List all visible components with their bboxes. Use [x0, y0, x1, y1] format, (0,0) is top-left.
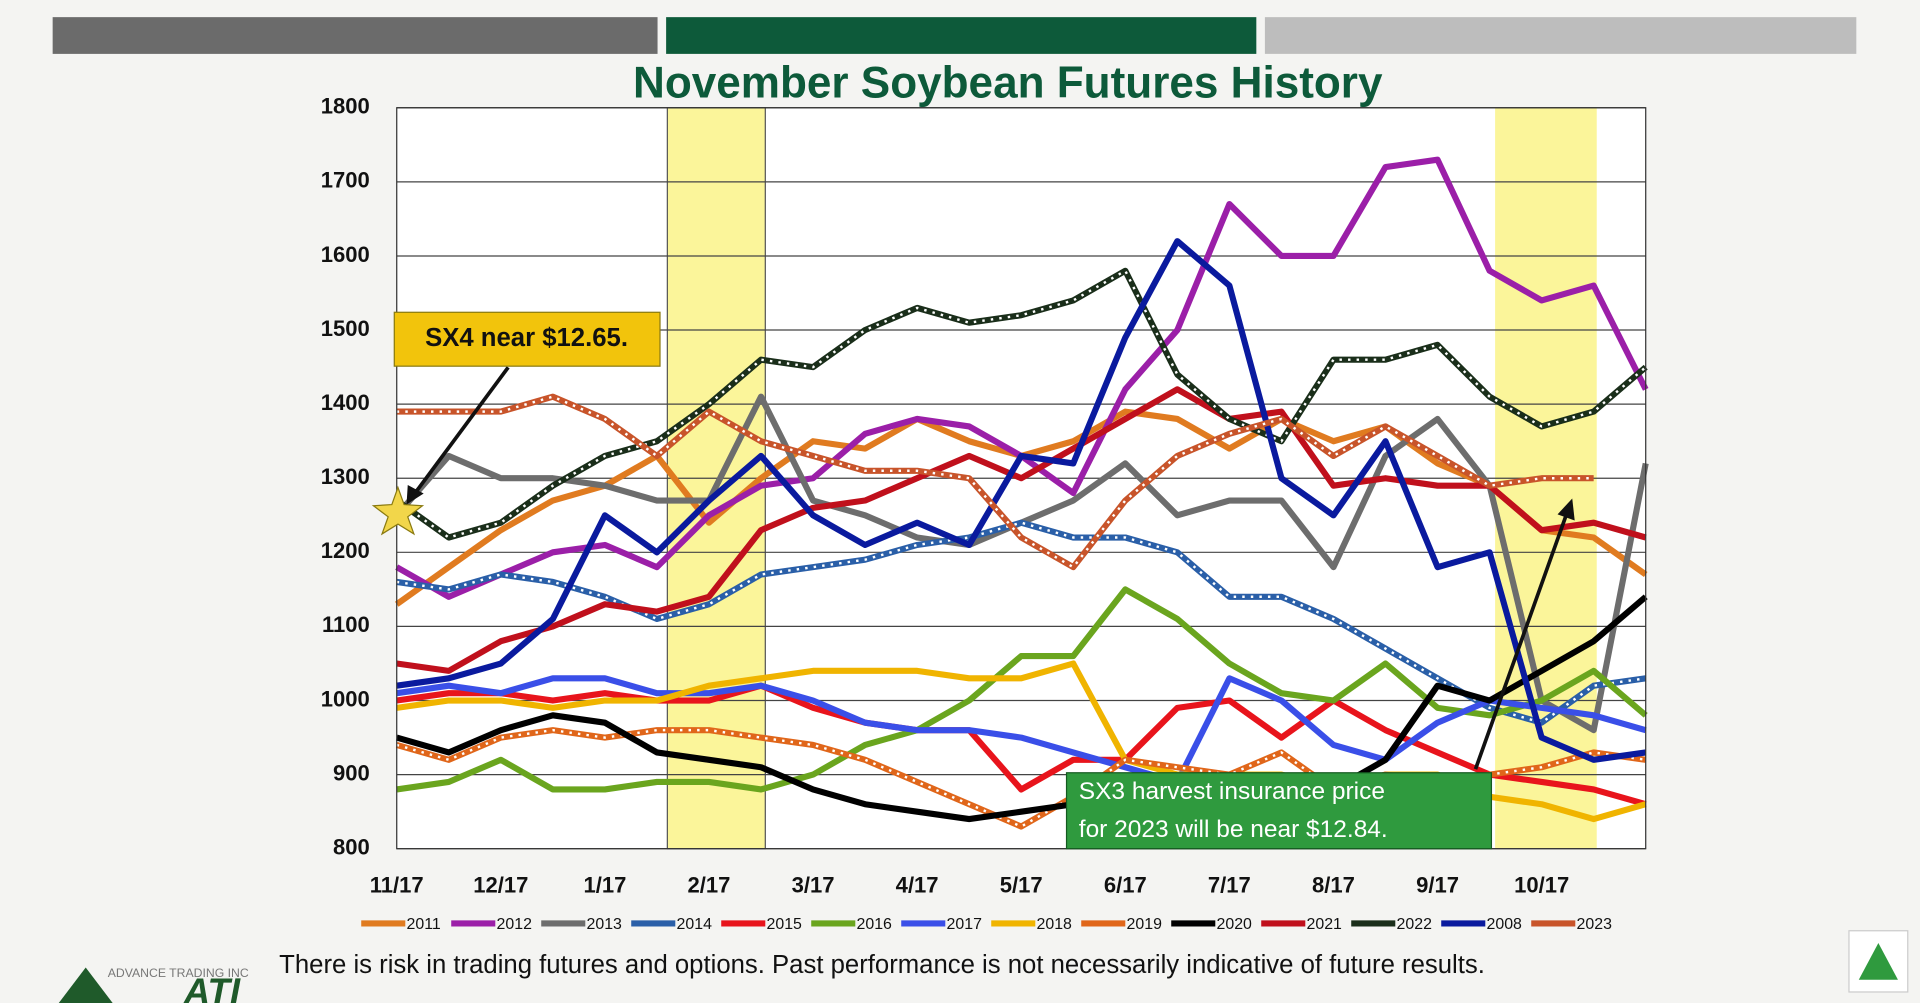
legend-label: 2015: [767, 916, 803, 933]
x-tick-label: 11/17: [370, 872, 424, 897]
corner-logo-icon: [1858, 942, 1898, 980]
y-tick-label: 1400: [321, 390, 370, 415]
annotation: SX4 near $12.65.: [425, 324, 628, 352]
legend-label: 2016: [857, 916, 893, 933]
series-line-dots: [396, 269, 1647, 539]
series-line: [396, 682, 1647, 808]
logo-icon: [58, 967, 113, 1003]
legend-label: 2019: [1127, 916, 1163, 933]
y-tick-label: 800: [333, 835, 370, 860]
arrow: [412, 366, 510, 496]
y-tick-label: 1700: [321, 168, 370, 193]
series-line-dots: [396, 521, 1646, 725]
legend-label: 2021: [1307, 916, 1343, 933]
series-line: [396, 675, 1647, 786]
y-tick-label: 1300: [321, 464, 370, 489]
x-tick-label: 9/17: [1416, 872, 1459, 897]
x-tick-label: 7/17: [1208, 872, 1251, 897]
y-tick-label: 1000: [321, 686, 370, 711]
x-tick-label: 6/17: [1104, 872, 1147, 897]
logo-tagline: ADVANCE TRADING INC: [108, 966, 249, 980]
x-tick-label: 4/17: [896, 872, 939, 897]
series-line: [395, 594, 1648, 823]
series-line: [396, 393, 1594, 571]
legend-label: 2014: [677, 916, 713, 933]
x-tick-label: 10/17: [1514, 872, 1569, 897]
disclaimer: There is risk in trading futures and opt…: [279, 951, 1485, 979]
plot-border: [396, 107, 1647, 850]
legend-label: 2013: [587, 916, 623, 933]
annotation-box: [393, 311, 661, 367]
series-line: [396, 386, 1647, 674]
arrowhead: [1557, 498, 1575, 521]
x-tick-label: 1/17: [583, 872, 626, 897]
legend-label: 2020: [1217, 916, 1253, 933]
legend-label: 2008: [1487, 916, 1523, 933]
y-tick-label: 1600: [321, 242, 370, 267]
header-bar: [52, 17, 658, 54]
y-tick-label: 900: [333, 760, 370, 785]
header-bar: [1264, 17, 1857, 54]
header-bar: [666, 17, 1257, 54]
y-tick-label: 1100: [322, 612, 370, 637]
chart-title: November Soybean Futures History: [633, 58, 1383, 107]
legend-label: 2017: [947, 916, 983, 933]
arrowhead: [406, 484, 424, 505]
x-tick-label: 3/17: [792, 872, 835, 897]
series-line: [396, 238, 1647, 763]
series-line: [396, 586, 1648, 793]
annotation: for 2023 will be near $12.84.: [1079, 816, 1388, 843]
x-tick-label: 5/17: [1000, 872, 1043, 897]
y-tick-label: 1800: [321, 94, 370, 119]
legend-label: 2022: [1397, 916, 1433, 933]
annotation: SX3 harvest insurance price: [1079, 778, 1385, 805]
legend-label: 2011: [407, 916, 441, 933]
star-marker: [371, 485, 425, 536]
annotation-box: [1065, 772, 1493, 850]
legend-label: 2023: [1577, 916, 1613, 933]
series-line-dots: [396, 728, 1646, 828]
logo: ATI: [183, 971, 241, 1003]
legend-label: 2018: [1037, 916, 1073, 933]
x-tick-label: 8/17: [1312, 872, 1355, 897]
legend-label: 2012: [497, 916, 533, 933]
x-tick-label: 12/17: [473, 872, 528, 897]
y-tick-label: 1200: [321, 538, 370, 563]
x-tick-label: 2/17: [688, 872, 731, 897]
y-tick-label: 1500: [321, 316, 370, 341]
arrow: [1473, 511, 1570, 770]
